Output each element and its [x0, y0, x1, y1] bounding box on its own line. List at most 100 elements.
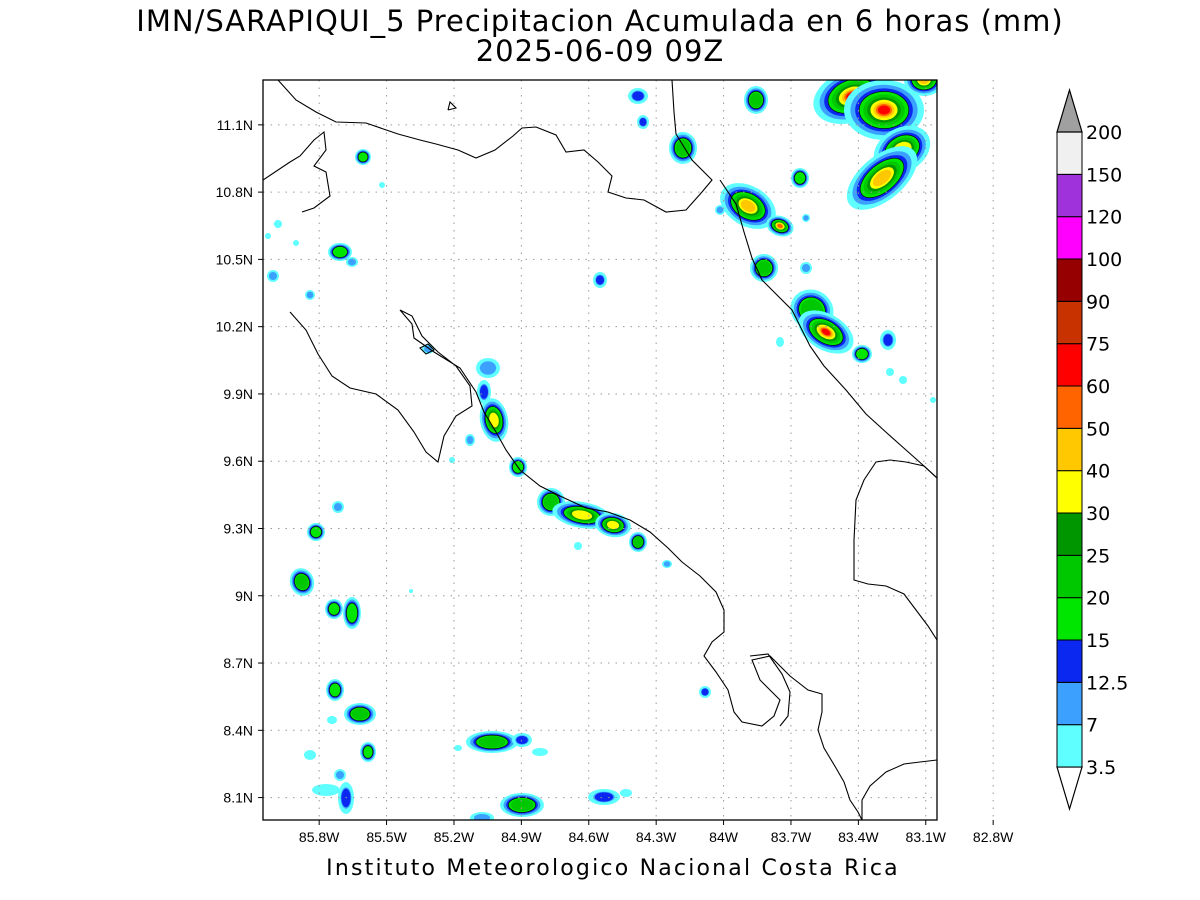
- precip-cell: [662, 560, 672, 568]
- osa-peninsula-inlet: [749, 653, 791, 727]
- x-tick-label: 85.5W: [366, 829, 407, 845]
- colorbar-level-label: 30: [1086, 503, 1110, 525]
- x-tick-label: 84.9W: [501, 829, 542, 845]
- precip-cell: [593, 272, 607, 288]
- colorbar-level-label: 25: [1086, 545, 1110, 567]
- colorbar-level-label: 50: [1086, 418, 1110, 440]
- coastline: [263, 80, 937, 820]
- precip-cell: [355, 149, 371, 165]
- precip-cell: [312, 784, 340, 796]
- precip-cell: [500, 793, 544, 817]
- coastline-pacific-costa-rica: [289, 309, 863, 820]
- latitude-labels: 11.1N 10.8N 10.5N 10.2N 9.9N 9.6N 9.3N 9N 8.7N 8.…: [216, 117, 253, 806]
- precip-cell: [904, 80, 937, 96]
- lake-nicaragua-island: [447, 100, 458, 111]
- coastline-panama-south: [861, 759, 937, 820]
- precip-cell: [532, 748, 548, 756]
- precip-cell: [343, 597, 361, 629]
- colorbar-level-label: 200: [1086, 122, 1122, 144]
- colorbar: 3.5 7 12.5 15 20 25 30 40 50 60 75 90 100 120 150 200: [1056, 87, 1128, 812]
- precip-cell: [629, 532, 647, 552]
- colorbar-level-label: 150: [1086, 164, 1122, 186]
- colorbar-swatch: [1056, 173, 1083, 218]
- colorbar-swatch: [1056, 554, 1083, 599]
- map-frame: [262, 79, 938, 821]
- lake-island-2: [419, 343, 435, 355]
- precip-cell: [574, 542, 582, 550]
- x-tick-label: 85.2W: [434, 829, 475, 845]
- colorbar-level-label: 100: [1086, 249, 1122, 271]
- colorbar-swatch: [1056, 300, 1083, 345]
- precip-cell: [304, 750, 316, 760]
- x-tick-label: 83.4W: [838, 829, 879, 845]
- colorbar-swatch: [1056, 427, 1083, 472]
- precip-cell: [800, 262, 812, 274]
- precip-cell: [637, 115, 649, 129]
- precip-cell: [479, 398, 509, 442]
- colorbar-swatch: [1056, 724, 1083, 768]
- precip-cell: [476, 358, 500, 378]
- precip-cell: [776, 337, 784, 347]
- colorbar-swatch: [1056, 681, 1083, 726]
- graticule: [258, 80, 994, 825]
- colorbar-level-label: 7: [1086, 715, 1098, 737]
- precip-cell: [699, 686, 711, 698]
- precip-cell: [328, 243, 352, 261]
- colorbar-swatch: [1056, 258, 1083, 302]
- precip-cell: [880, 330, 896, 350]
- precip-cell: [327, 716, 337, 724]
- precip-cell: [899, 376, 907, 384]
- x-tick-label: 85.8W: [299, 829, 340, 845]
- precip-cell: [791, 168, 809, 188]
- colorbar-level-label: 60: [1086, 376, 1110, 398]
- precip-cell: [470, 812, 494, 820]
- colorbar-upper-arrow: [1056, 87, 1083, 133]
- x-tick-label: 84W: [709, 829, 739, 845]
- colorbar-level-label: 20: [1086, 588, 1110, 610]
- precip-cell: [669, 132, 697, 164]
- precip-cell: [344, 703, 376, 725]
- colorbar-level-label: 3.5: [1086, 757, 1116, 779]
- precip-cell: [274, 220, 282, 228]
- precip-cell: [620, 789, 632, 797]
- colorbar-swatch: [1056, 470, 1083, 514]
- precip-cell: [267, 270, 279, 282]
- y-tick-label: 11.1N: [217, 117, 253, 133]
- precip-cell: [512, 733, 532, 747]
- colorbar-level-label: 75: [1086, 334, 1110, 356]
- coastline-panama-north: [853, 459, 937, 641]
- precip-cell: [305, 290, 315, 300]
- colorbar-swatch: [1056, 639, 1083, 683]
- colorbar-swatch: [1056, 597, 1083, 641]
- x-tick-label: 82.8W: [973, 829, 1014, 845]
- precipitation-field: [265, 80, 937, 820]
- x-tick-label: 84.3W: [636, 829, 677, 845]
- colorbar-swatch: [1056, 512, 1083, 556]
- precip-cell: [334, 769, 346, 781]
- precip-cell: [715, 205, 725, 215]
- precip-cell: [588, 789, 620, 805]
- precip-cell: [265, 233, 271, 239]
- x-tick-label: 84.6W: [569, 829, 610, 845]
- precip-cell: [628, 88, 648, 104]
- y-tick-label: 9.3N: [223, 520, 253, 536]
- y-tick-label: 10.5N: [216, 251, 253, 267]
- colorbar-swatch: [1056, 216, 1083, 260]
- precip-cell: [720, 183, 776, 229]
- colorbar-level-label: 12.5: [1086, 672, 1128, 694]
- colorbar-level-label: 15: [1086, 630, 1110, 652]
- precip-cell: [346, 257, 358, 267]
- precip-cell: [744, 86, 768, 114]
- precip-cell: [332, 501, 344, 513]
- y-tick-label: 10.2N: [216, 319, 253, 335]
- y-tick-label: 9N: [235, 588, 253, 604]
- coastline-caribbean: [719, 179, 937, 479]
- colorbar-lower-arrow: [1056, 766, 1083, 812]
- y-tick-label: 8.7N: [223, 655, 253, 671]
- colorbar-swatch: [1056, 343, 1083, 387]
- x-tick-label: 83.7W: [771, 829, 812, 845]
- longitude-labels: 85.8W 85.5W 85.2W 84.9W 84.6W 84.3W 84W 83.7W 83…: [299, 829, 1014, 845]
- colorbar-level-label: 90: [1086, 291, 1110, 313]
- precip-cell: [307, 523, 325, 541]
